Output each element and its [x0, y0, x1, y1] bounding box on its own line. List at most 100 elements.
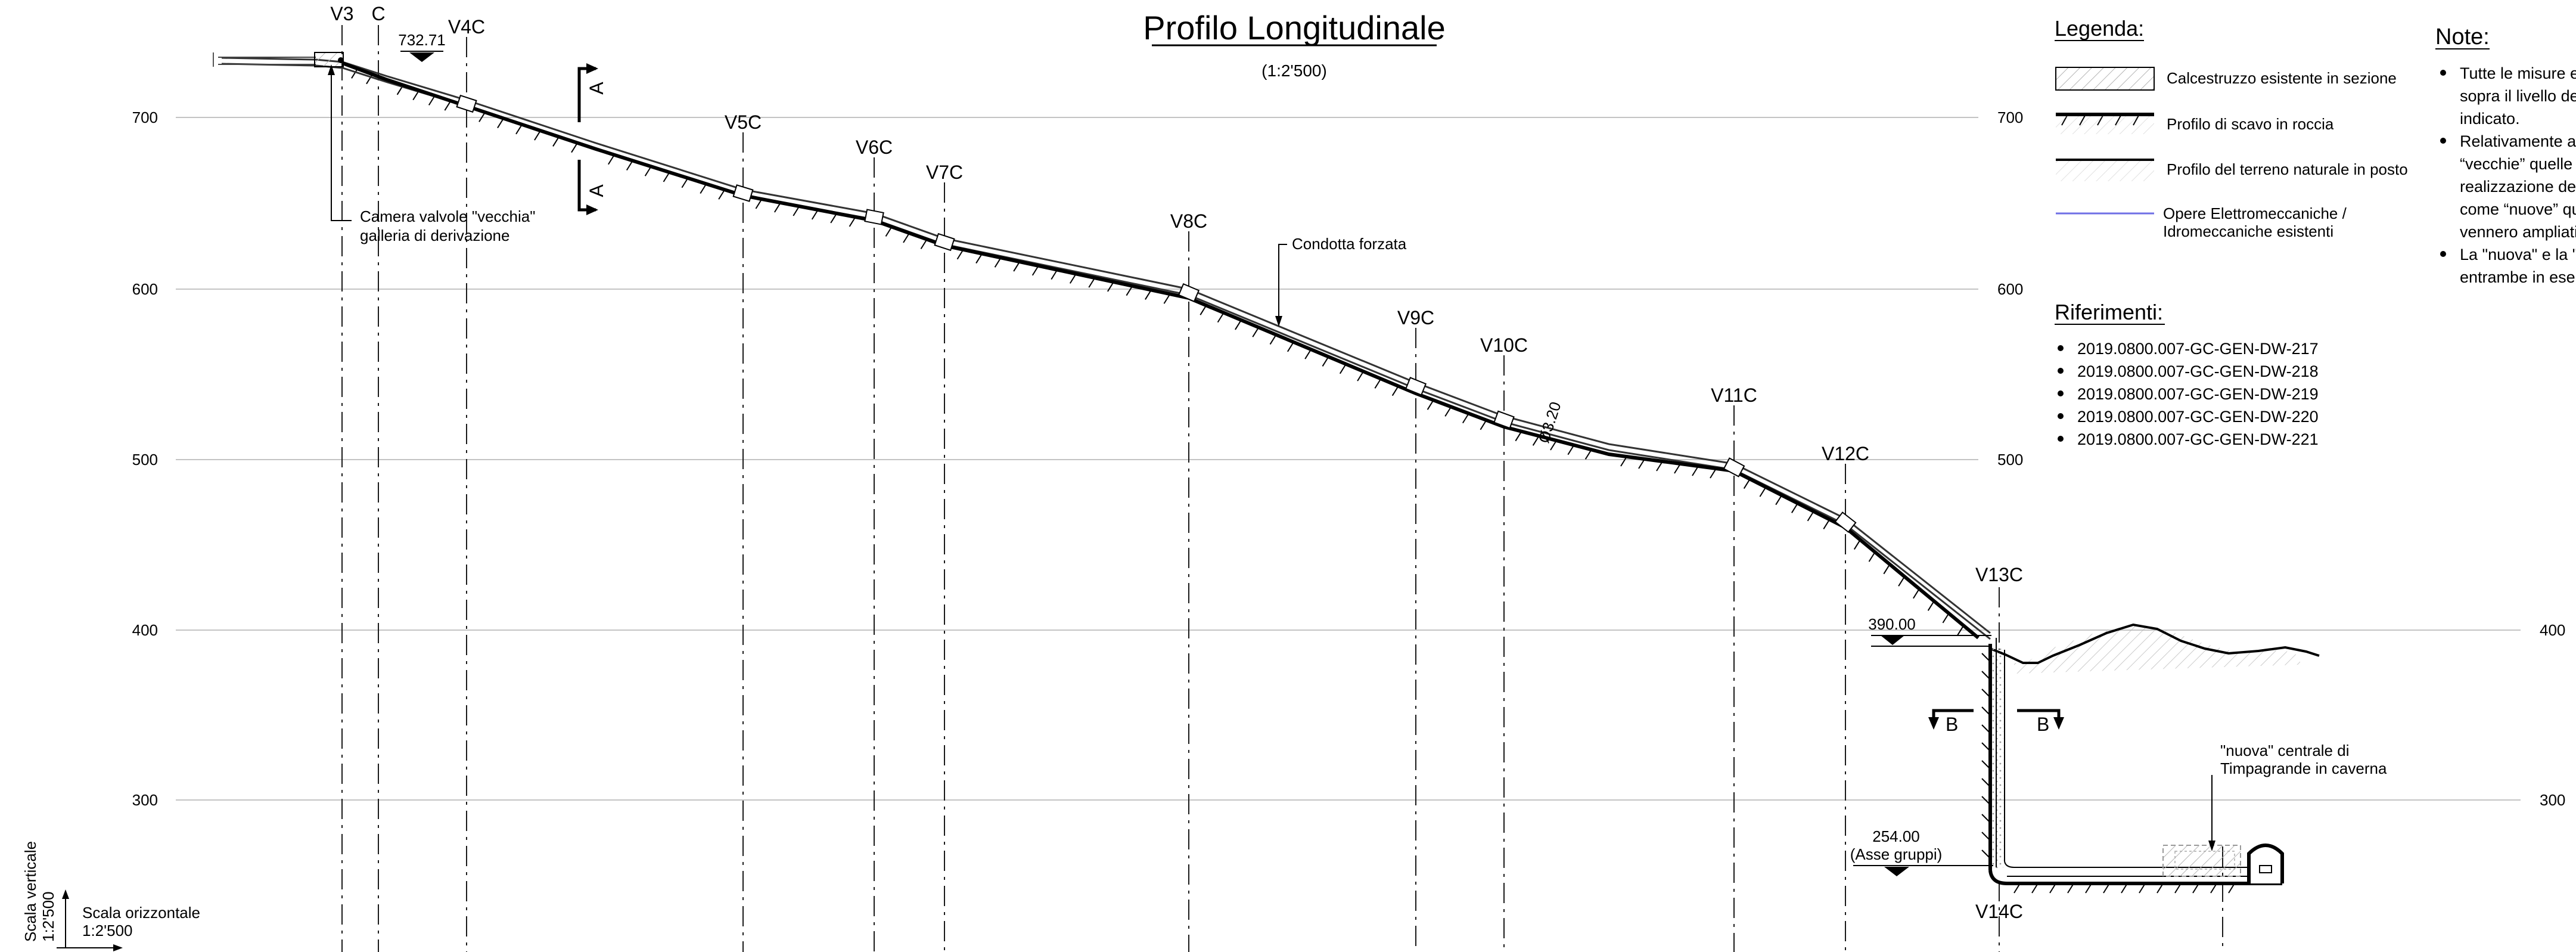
references-heading: Riferimenti: [2055, 300, 2163, 324]
rock-tick [1913, 588, 1920, 599]
natural-terrain-line [1990, 623, 2320, 664]
rock-tick [1252, 327, 1260, 337]
terrain-fill [2014, 625, 2300, 674]
drawing-title: Profilo Longitudinale [1143, 9, 1445, 46]
shaft-tick [1981, 653, 1991, 662]
penstock-joint [1404, 377, 1427, 396]
rock-tick [608, 154, 615, 165]
section-label: V14C [1975, 901, 2023, 922]
scale-vertical-value: 1:2'500 [39, 892, 57, 942]
rock-tick [1927, 600, 1935, 611]
legend-item-concrete: Calcestruzzo esistente in sezione [2167, 69, 2397, 87]
tunnel-tick [2013, 883, 2021, 894]
legend-item-rock: Profilo di scavo in roccia [2167, 115, 2334, 133]
y-label: 400 [132, 621, 158, 639]
diameter-label: Ø3.20 [1534, 399, 1564, 445]
notes: Note: Tutte le misure e sopra il livello… [2435, 24, 2576, 286]
notes-line: Relativamente al [2460, 132, 2576, 150]
rock-tick [1515, 431, 1522, 442]
camera-valvole-callout: Camera valvole "vecchia" galleria di der… [328, 64, 535, 244]
y-label: 300 [2540, 791, 2565, 809]
section-label: V4C [448, 16, 485, 38]
tunnel-tick [2228, 883, 2235, 894]
shaft-tick [1981, 832, 1991, 841]
tunnel-tick [2174, 883, 2182, 894]
rock-excavation-profile [341, 61, 1980, 640]
rock-tick [1898, 576, 1905, 587]
penstock-joint [456, 94, 477, 113]
tunnel-tick [2121, 883, 2128, 894]
notes-line: realizzazione deg [2460, 178, 2576, 196]
penstock-upper-line [221, 57, 1991, 634]
penstock-lower-line [221, 63, 1991, 640]
notes-line: Tutte le misure e [2460, 64, 2576, 82]
section-labels: V3 C V4C V5C V6C V7C V8C V9C V10C V11C V… [330, 3, 2023, 922]
penstock-joint [1177, 283, 1200, 302]
legend-item-terrain: Profilo del terreno naturale in posto [2167, 160, 2408, 178]
rock-tick [903, 232, 910, 243]
rock-tick [1287, 342, 1294, 352]
camera-label-line2: galleria di derivazione [360, 227, 509, 244]
section-mark-a: A A [577, 63, 607, 215]
scale-horizontal-value: 1:2'500 [82, 922, 133, 939]
penstock-joint [864, 209, 884, 225]
rock-tick [1883, 564, 1891, 575]
notes-line: La "nuova" e la "v [2460, 246, 2576, 263]
shaft-tick [1981, 689, 1991, 698]
elevation-bottom-value: 254.00 [1872, 827, 1920, 845]
tunnel-tick [2156, 883, 2164, 894]
section-label: V11C [1711, 384, 1757, 406]
shaft-tick [1981, 742, 1991, 752]
shaft-tick [1981, 760, 1991, 770]
elevation-marker-mid: 390.00 [1868, 615, 1991, 647]
section-a-label-bottom: A [586, 184, 607, 197]
y-label: 500 [132, 451, 158, 469]
notes-line: sopra il livello de [2460, 87, 2576, 105]
valve-chamber [213, 52, 344, 67]
notes-line: come “nuove” qu [2460, 200, 2576, 218]
shaft-tick [1981, 724, 1991, 734]
rock-tick [351, 68, 358, 79]
y-label: 600 [132, 280, 158, 298]
rock-tick [626, 160, 633, 171]
rock-tick [1339, 364, 1347, 374]
legend: Legenda: Calcestruzzo esistente in sezio… [2055, 16, 2408, 240]
elevation-marker-bottom: 254.00 (Asse gruppi) [1850, 827, 1993, 876]
tunnel-tick [2210, 883, 2217, 894]
rock-tick [1759, 486, 1767, 497]
shaft-tick [1981, 849, 1991, 859]
penstock-joint [1834, 511, 1857, 533]
rock-tick [534, 130, 541, 141]
rock-tick [1584, 449, 1592, 460]
legend-swatch-concrete [2055, 67, 2155, 91]
rock-tick [681, 178, 689, 188]
centrale-label-line2: Timpagrande in caverna [2220, 759, 2387, 777]
rock-tick [1200, 305, 1207, 315]
centrale-callout: "nuova" centrale di Timpagrande in caver… [2208, 742, 2387, 851]
section-b-label-left: B [1946, 714, 1958, 735]
shaft-tick [1981, 706, 1991, 716]
rock-tick [1462, 413, 1469, 424]
shaft-ticks [1981, 653, 2235, 894]
y-axis-labels-left: 700 600 500 400 300 [132, 108, 158, 809]
shaft-tick [1981, 778, 1991, 787]
rock-tick [1391, 386, 1399, 396]
rock-tick [1217, 312, 1225, 323]
legend-item-opere-line2: Idromeccaniche esistenti [2163, 222, 2333, 240]
rock-tick [885, 226, 893, 237]
rock-tick [444, 100, 452, 111]
rock-tick [571, 142, 578, 153]
section-lines [341, 25, 2223, 952]
elevation-bottom-note: (Asse gruppi) [1850, 845, 1943, 863]
rock-tick [718, 189, 725, 200]
rock-tick [1868, 551, 1876, 562]
notes-line: indicato. [2460, 110, 2520, 128]
reference-item: 2019.0800.007-GC-GEN-DW-221 [2077, 430, 2319, 448]
section-label: V7C [926, 162, 963, 183]
section-label: V6C [856, 137, 893, 158]
penstock-joint [732, 184, 754, 202]
rock-tick [1743, 479, 1751, 489]
penstock-joint [934, 232, 955, 252]
y-label: 400 [2540, 621, 2565, 639]
